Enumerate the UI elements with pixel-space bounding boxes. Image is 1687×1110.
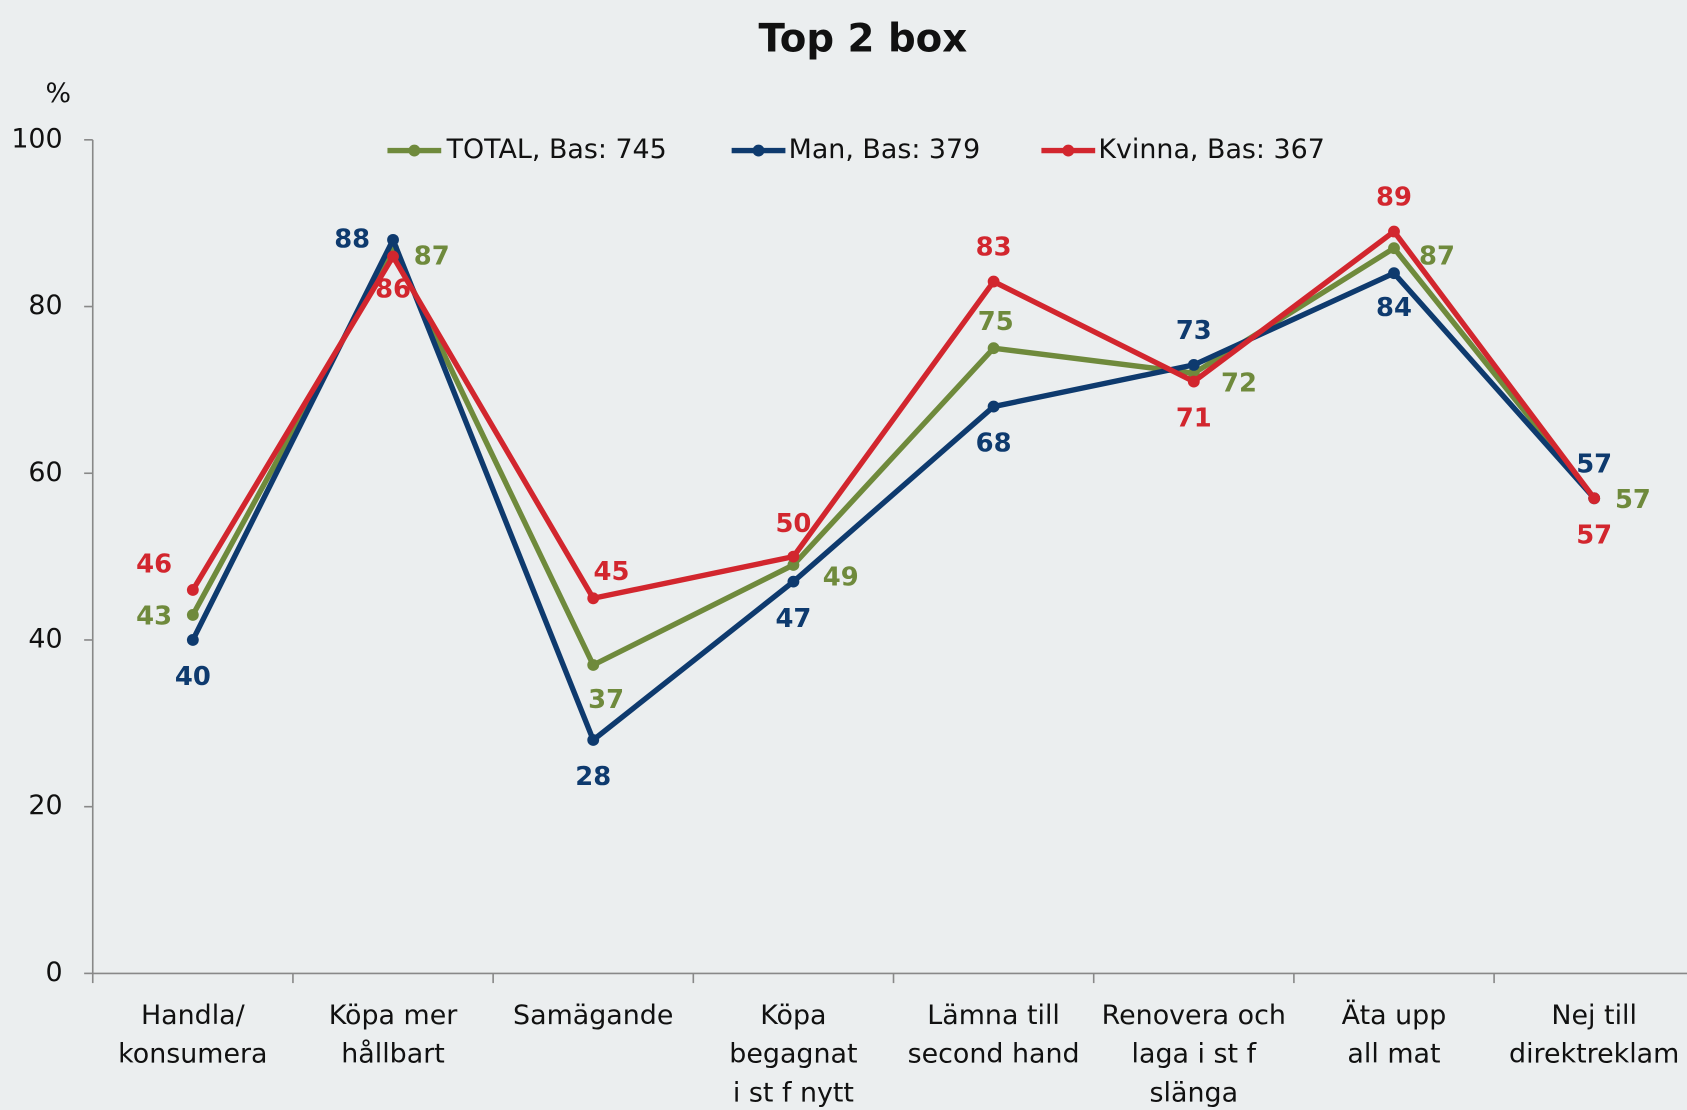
x-tick-label: konsumera — [118, 1039, 267, 1070]
data-point — [787, 575, 800, 588]
data-label: 84 — [1376, 293, 1412, 323]
data-point — [387, 250, 399, 263]
y-tick-label: 20 — [28, 790, 62, 821]
x-tick-label: Nej till — [1551, 1000, 1637, 1031]
y-tick-label: 80 — [28, 290, 62, 321]
data-point — [1388, 225, 1400, 238]
legend-label: Man, Bas: 379 — [789, 134, 981, 165]
x-tick-label: laga i st f — [1132, 1039, 1257, 1070]
data-point — [1588, 492, 1601, 505]
x-tick-label: Handla/ — [141, 1000, 246, 1031]
data-label: 86 — [375, 274, 411, 304]
data-point — [987, 275, 1000, 288]
y-tick-label: 60 — [28, 457, 62, 488]
x-tick-label: second hand — [908, 1039, 1080, 1070]
data-label: 57 — [1576, 520, 1612, 550]
data-point — [587, 659, 600, 671]
x-tick-label: begagnat — [729, 1039, 857, 1070]
data-point — [1388, 242, 1400, 255]
data-label: 40 — [175, 662, 211, 692]
data-label: 50 — [775, 509, 811, 539]
data-label: 45 — [594, 557, 630, 587]
data-label: 75 — [978, 307, 1014, 337]
data-label: 49 — [823, 562, 859, 592]
chart-title: Top 2 box — [758, 16, 967, 61]
data-label: 28 — [575, 762, 611, 792]
data-point — [1187, 358, 1200, 371]
data-label: 71 — [1176, 404, 1212, 434]
x-tick-label: Renovera och — [1102, 1000, 1286, 1031]
x-tick-label: hållbart — [341, 1039, 445, 1070]
data-point — [987, 342, 1000, 355]
data-label: 83 — [976, 233, 1012, 263]
data-label: 57 — [1615, 485, 1651, 515]
legend-marker — [408, 144, 421, 157]
legend-marker — [752, 144, 765, 157]
legend-marker — [1062, 144, 1075, 157]
data-point — [587, 592, 600, 605]
y-axis-label: % — [46, 78, 72, 109]
data-point — [1388, 267, 1400, 280]
data-label: 57 — [1576, 449, 1612, 479]
x-tick-label: Köpa mer — [329, 1000, 459, 1031]
x-tick-label: Lämna till — [927, 1000, 1060, 1031]
y-tick-label: 40 — [28, 623, 62, 654]
x-tick-label: Köpa — [760, 1000, 826, 1031]
data-point — [186, 584, 199, 596]
x-tick-label: slänga — [1150, 1077, 1239, 1108]
x-tick-label: Äta upp — [1342, 999, 1447, 1031]
data-label: 43 — [136, 602, 172, 632]
data-label: 87 — [1419, 241, 1455, 271]
series-line — [190, 237, 1597, 743]
data-label: 87 — [414, 241, 450, 271]
series-line — [190, 228, 1597, 601]
data-label: 89 — [1376, 183, 1412, 213]
data-point — [787, 550, 800, 563]
legend-label: TOTAL, Bas: 745 — [446, 134, 667, 165]
data-point — [1187, 375, 1200, 388]
data-point — [987, 400, 1000, 413]
data-label: 37 — [588, 685, 624, 715]
data-label: 46 — [136, 550, 172, 580]
data-point — [186, 634, 199, 646]
data-label: 88 — [334, 224, 370, 254]
data-label: 73 — [1176, 316, 1212, 346]
data-point — [387, 233, 399, 246]
data-label: 68 — [976, 429, 1012, 459]
x-tick-label: direktreklam — [1509, 1039, 1679, 1070]
data-point — [787, 559, 800, 571]
x-tick-label: i st f nytt — [733, 1077, 854, 1108]
x-tick-label: all mat — [1347, 1039, 1440, 1070]
y-tick-label: 100 — [11, 123, 62, 154]
data-label: 72 — [1221, 368, 1257, 398]
y-tick-label: 0 — [46, 957, 63, 988]
data-point — [186, 609, 199, 621]
data-label: 47 — [775, 604, 811, 634]
data-point — [587, 734, 600, 746]
legend-label: Kvinna, Bas: 367 — [1098, 134, 1324, 165]
x-tick-label: Samägande — [513, 1000, 673, 1031]
